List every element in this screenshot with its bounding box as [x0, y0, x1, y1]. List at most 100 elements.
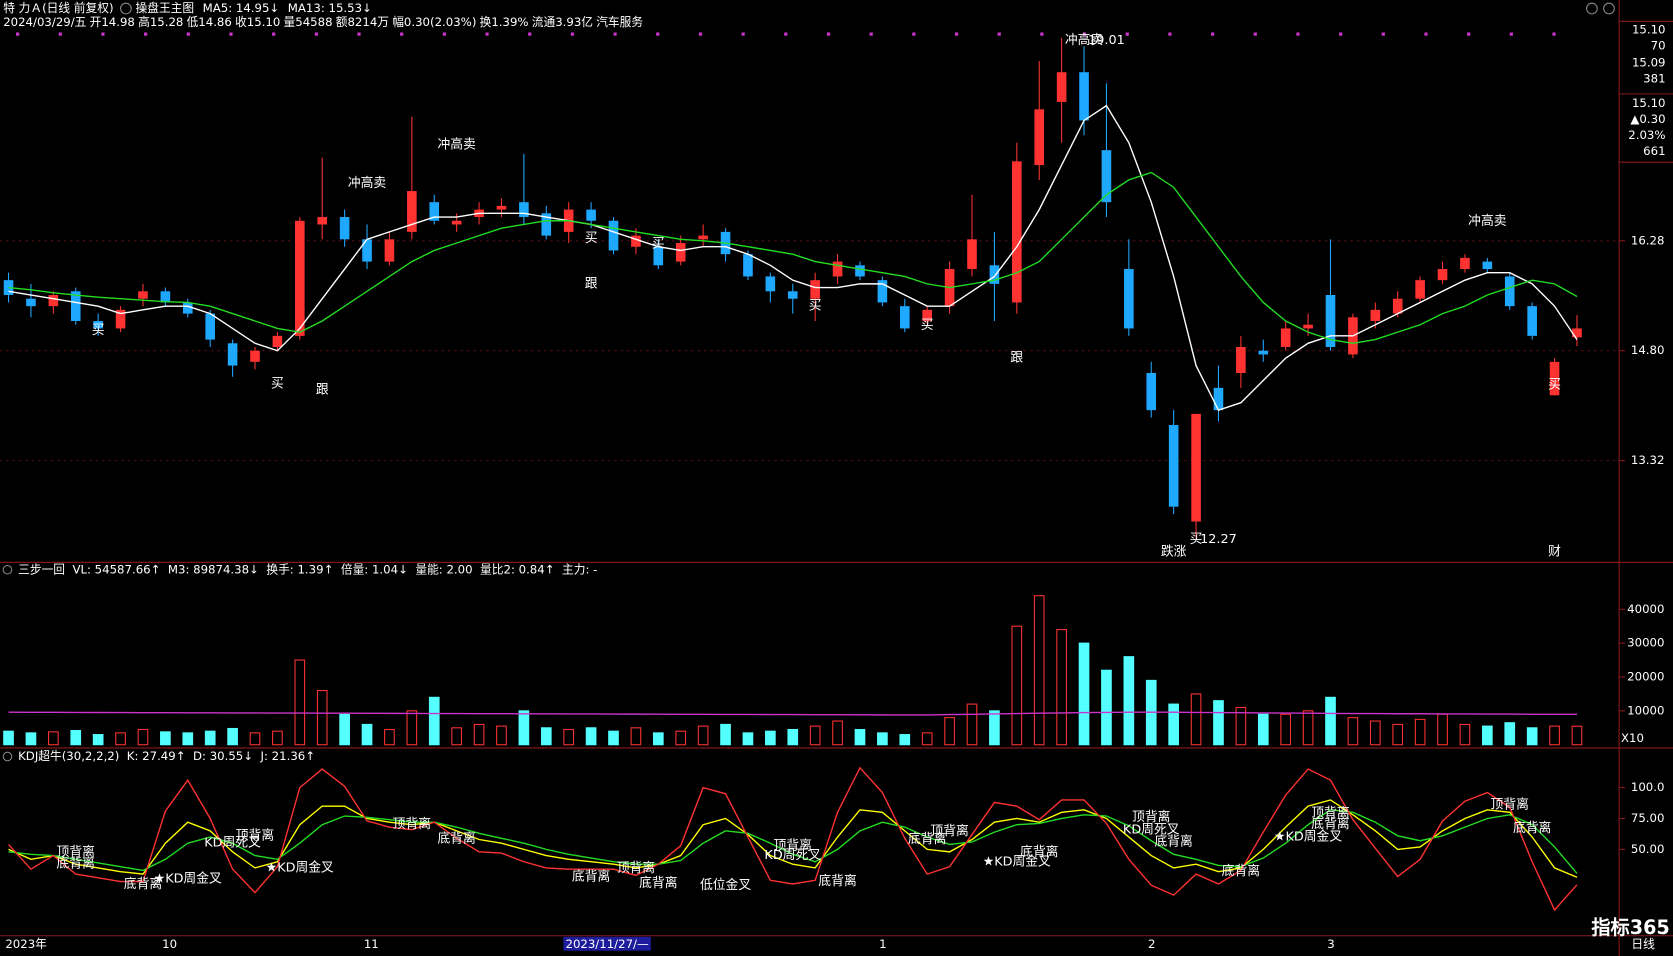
volume-bar: [272, 730, 283, 746]
candle-body: [384, 239, 395, 262]
volume-bar: [877, 732, 888, 746]
candle-body: [93, 321, 103, 329]
annotation: 顶背离: [1311, 805, 1349, 821]
candle-body: [1482, 261, 1493, 270]
volume-bar: [1190, 693, 1202, 746]
y-tick-label: 16.28: [1631, 233, 1665, 247]
header-item: 幅0.30(2.03%): [392, 15, 476, 29]
annotation: 底背离: [908, 831, 946, 847]
volume-bar: [518, 710, 530, 746]
volume-bar: [204, 730, 216, 746]
volume-bar: [854, 728, 866, 746]
candle-body: [1549, 361, 1560, 396]
volume-bar: [608, 730, 619, 746]
annotation: 跟: [1010, 351, 1023, 366]
candle-body: [675, 243, 686, 262]
volume-bar: [1302, 710, 1314, 746]
annotation: 跟: [316, 383, 329, 398]
volume-bar: [339, 713, 350, 746]
annotation: 冲高卖: [1468, 213, 1507, 229]
volume-bar: [182, 732, 194, 746]
annotation: 买: [1548, 377, 1561, 392]
ma13-label: MA13: 15.53↓: [288, 1, 372, 15]
volume-bar: [921, 732, 933, 746]
candle-body: [989, 265, 1000, 284]
side-value: 15.10: [1632, 96, 1666, 110]
candle-body: [1280, 328, 1291, 348]
annotation: 顶背离: [393, 816, 431, 832]
header-item: 倍量: 1.04↓: [341, 562, 408, 576]
candle-body: [295, 220, 305, 336]
volume-bar: [1213, 700, 1224, 746]
candle-body: [1146, 372, 1157, 411]
y-tick-label: 20000: [1627, 670, 1664, 684]
header-item: 汽车服务: [596, 15, 643, 29]
header-item: D: 30.55↓: [193, 749, 253, 763]
candle-body: [743, 254, 753, 277]
annotation: KD周死叉: [1123, 823, 1180, 838]
candle-body: [317, 217, 328, 225]
candle-body: [1168, 424, 1179, 507]
volume-bar: [652, 732, 664, 746]
icon[interactable]: [2, 564, 13, 575]
annotation: 底背离: [57, 856, 95, 872]
volume-bar: [1392, 723, 1404, 746]
volume-bar: [70, 729, 82, 746]
candle-body: [1527, 306, 1537, 336]
indicator: 操盘王主图: [136, 1, 195, 15]
y-tick-label: 100.0: [1631, 780, 1665, 794]
side-value: 15.09: [1632, 55, 1666, 69]
annotation: 底背离: [1222, 863, 1260, 879]
candle-body: [1079, 72, 1089, 121]
candle-body: [362, 239, 372, 262]
cursor-date-bg: [563, 936, 651, 951]
annotation: KD周死叉: [764, 848, 821, 863]
volume-bar: [160, 731, 171, 746]
indicator-line: [8, 711, 1577, 716]
volume-bar: [1101, 669, 1112, 746]
annotation: 财: [1548, 544, 1561, 559]
volume-bar: [1033, 595, 1045, 746]
annotation: 底背离: [1020, 844, 1058, 860]
icon[interactable]: [120, 2, 132, 15]
annotation: ★KD周金叉: [983, 854, 1051, 870]
volume-bar: [540, 727, 552, 746]
indicator-line: [8, 799, 1578, 878]
candle-body: [182, 302, 193, 314]
x-tick-label: 10: [162, 937, 177, 951]
volume-bar: [585, 727, 597, 746]
volume-bar: [989, 710, 1000, 746]
x-tick-label: 2023/11/27/—: [565, 937, 648, 951]
candle-body: [1101, 150, 1112, 203]
icon[interactable]: [1586, 2, 1598, 15]
volume-bar: [1549, 725, 1560, 746]
header-item: 量54588: [284, 15, 333, 29]
annotation: 底背离: [124, 876, 162, 892]
candle-body: [138, 291, 148, 299]
candle-body: [160, 291, 171, 303]
volume-bar: [1056, 629, 1067, 746]
candle-body: [967, 239, 977, 270]
candle-body: [832, 261, 843, 277]
icon[interactable]: [1603, 2, 1615, 15]
candle-body: [339, 217, 350, 240]
annotation: 买: [652, 236, 665, 251]
annotation: 冲高卖: [1065, 32, 1104, 48]
side-value: 70: [1651, 38, 1666, 52]
y-tick-label: 30000: [1627, 636, 1664, 650]
candle-body: [205, 313, 215, 340]
candle-body: [1392, 298, 1403, 314]
annotation: 底背离: [818, 873, 856, 889]
volume-bar: [1482, 725, 1493, 746]
volume-bar: [1526, 727, 1538, 746]
volume-bar: [1168, 703, 1179, 746]
annotation: 顶背离: [1491, 796, 1529, 812]
candle-body: [765, 276, 776, 292]
y-tick-label: 10000: [1627, 703, 1664, 717]
candle-body: [787, 291, 798, 299]
candle-body: [70, 291, 81, 322]
annotation: 买: [92, 323, 105, 338]
y-tick-label: 75.00: [1631, 811, 1665, 825]
icon[interactable]: [2, 751, 13, 762]
